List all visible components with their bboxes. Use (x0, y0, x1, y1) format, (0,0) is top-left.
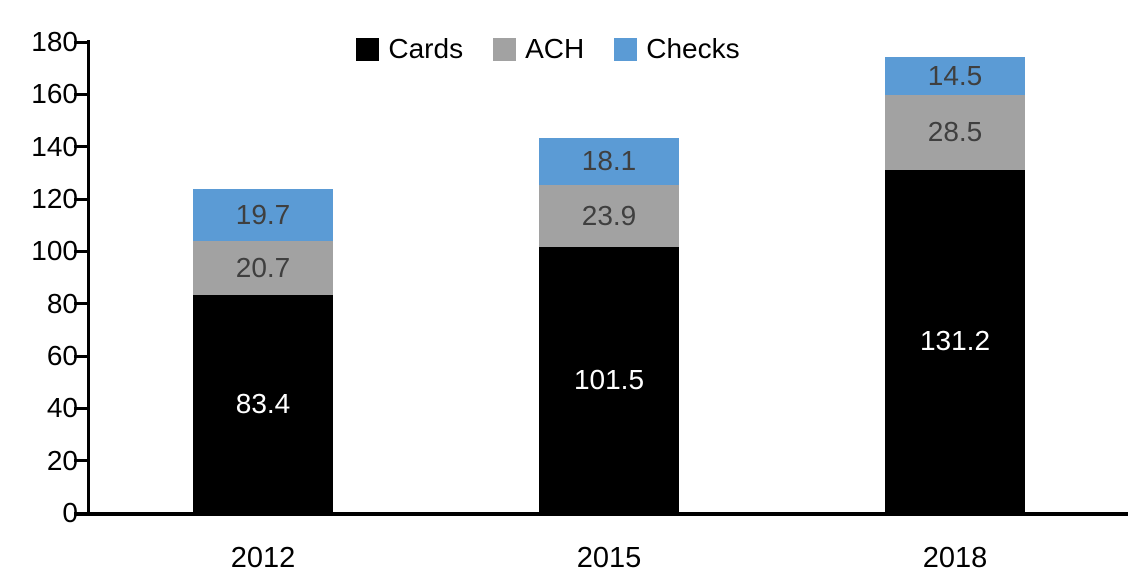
x-axis-line (74, 512, 1128, 516)
bar-segment-cards-2015: 101.5 (539, 247, 679, 513)
legend: Cards ACH Checks (0, 33, 1096, 65)
bar-segment-label: 14.5 (927, 60, 983, 92)
bar-segment-checks-2015: 18.1 (539, 137, 679, 185)
legend-item-cards: Cards (356, 35, 463, 63)
y-tick (74, 459, 87, 463)
y-tick-label: 120 (31, 183, 78, 214)
y-tick (74, 354, 87, 358)
y-tick-label: 40 (46, 392, 78, 424)
legend-swatch-ach (493, 37, 517, 61)
x-category-label-2018: 2018 (922, 542, 988, 574)
bar-segment-checks-2018: 14.5 (885, 57, 1025, 96)
bar-segment-ach-2012: 20.7 (193, 240, 333, 295)
y-tick-label: 100 (31, 235, 78, 267)
x-category-label-2012: 2012 (230, 542, 296, 574)
y-tick (74, 302, 87, 306)
bar-segment-label: 83.4 (235, 387, 291, 419)
bar-segment-checks-2012: 19.7 (193, 189, 333, 241)
bar-segment-label: 131.2 (919, 325, 991, 357)
y-tick (74, 145, 87, 149)
bar-segment-ach-2018: 28.5 (885, 95, 1025, 170)
bar-segment-label: 23.9 (581, 200, 637, 232)
bar-segment-label: 19.7 (235, 198, 291, 230)
y-tick (74, 197, 87, 201)
bar-segment-label: 18.1 (581, 145, 637, 177)
y-tick-label: 80 (46, 287, 78, 319)
legend-label-cards: Cards (388, 33, 464, 64)
y-tick (74, 249, 87, 253)
bar-segment-label: 20.7 (235, 251, 291, 283)
bar-segment-label: 101.5 (573, 364, 645, 396)
y-tick-label: 160 (31, 78, 78, 110)
y-tick (74, 92, 87, 96)
y-tick-label: 140 (31, 130, 78, 162)
bar-segment-label: 28.5 (927, 116, 983, 148)
y-tick (74, 406, 87, 410)
bar-segment-cards-2012: 83.4 (193, 294, 333, 513)
x-category-label-2015: 2015 (576, 542, 642, 574)
legend-item-checks: Checks (614, 33, 740, 64)
y-axis-line (87, 40, 90, 515)
bar-segment-cards-2018: 131.2 (885, 169, 1025, 513)
y-tick-label: 60 (46, 340, 78, 371)
y-tick-label: 180 (31, 26, 78, 57)
legend-item-ach: ACH (493, 35, 584, 63)
legend-label-ach: ACH (525, 33, 585, 64)
y-tick-label: 0 (62, 497, 78, 528)
y-tick (74, 40, 87, 44)
bar-segment-ach-2015: 23.9 (539, 184, 679, 248)
legend-swatch-cards (356, 37, 380, 61)
legend-swatch-checks (614, 37, 638, 61)
legend-label-checks: Checks (646, 33, 740, 64)
y-tick-label: 20 (46, 444, 78, 476)
